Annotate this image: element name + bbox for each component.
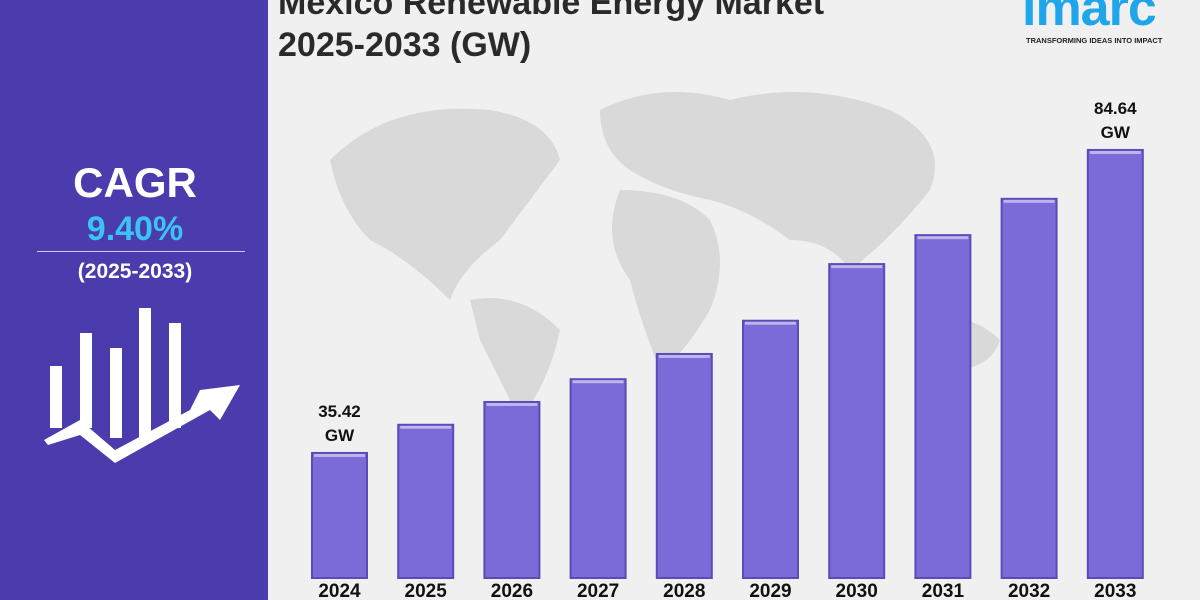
x-tick-label: 2027 [577,581,619,600]
x-tick-label: 2029 [749,581,791,600]
bar-highlight [745,321,796,325]
data-label: GW [1101,123,1131,142]
bar-2029 [742,319,799,579]
divider [37,251,245,252]
bar-highlight [572,380,624,384]
bar-2032 [1000,197,1058,579]
x-tick-label: 2025 [405,581,448,600]
x-tick-label: 2033 [1094,581,1136,600]
x-tick-label: 2032 [1008,581,1050,600]
x-tick-label: 2028 [663,581,705,600]
x-tick-label: 2024 [318,581,361,600]
bar-highlight [917,236,969,240]
bar-2025 [397,423,455,580]
bar-highlight [486,402,538,406]
cagr-value: 9.40% [86,210,184,248]
bar-2033 [1086,148,1144,580]
cagr-panel: CAGR 9.40% (2025-2033) [0,0,268,600]
brand-tagline: TRANSFORMING IDEAS INTO IMPACT [1026,36,1163,45]
bar-2024 [311,451,368,579]
imarc-logo: imarc [1022,0,1157,37]
bar-highlight [658,354,710,358]
cagr-label: CAGR [73,159,197,206]
growth-chart-arrow-icon [44,308,240,463]
title-line-2: 2025-2033 (GW) [278,26,532,64]
bar-highlight [314,453,365,457]
x-tick-label: 2026 [491,581,533,600]
data-label: 35.42 [318,402,361,421]
bar-2031 [914,234,972,579]
cagr-period: (2025-2033) [77,260,193,283]
bar-2028 [655,352,713,579]
bar-highlight [1089,150,1141,154]
x-tick-label: 2030 [836,581,878,600]
bar-2030 [828,263,886,579]
data-label: GW [325,426,355,445]
data-label: 84.64 [1094,99,1137,118]
bar-highlight [831,265,883,269]
chart-title: Mexico Renewable Energy Market 2025-2033… [278,0,824,66]
bar-highlight [400,425,452,429]
bar-highlight [1003,199,1055,203]
title-line-1: Mexico Renewable Energy Market [278,0,825,22]
bar-2027 [569,378,627,579]
x-tick-label: 2031 [922,581,965,600]
bar-2026 [483,400,541,579]
